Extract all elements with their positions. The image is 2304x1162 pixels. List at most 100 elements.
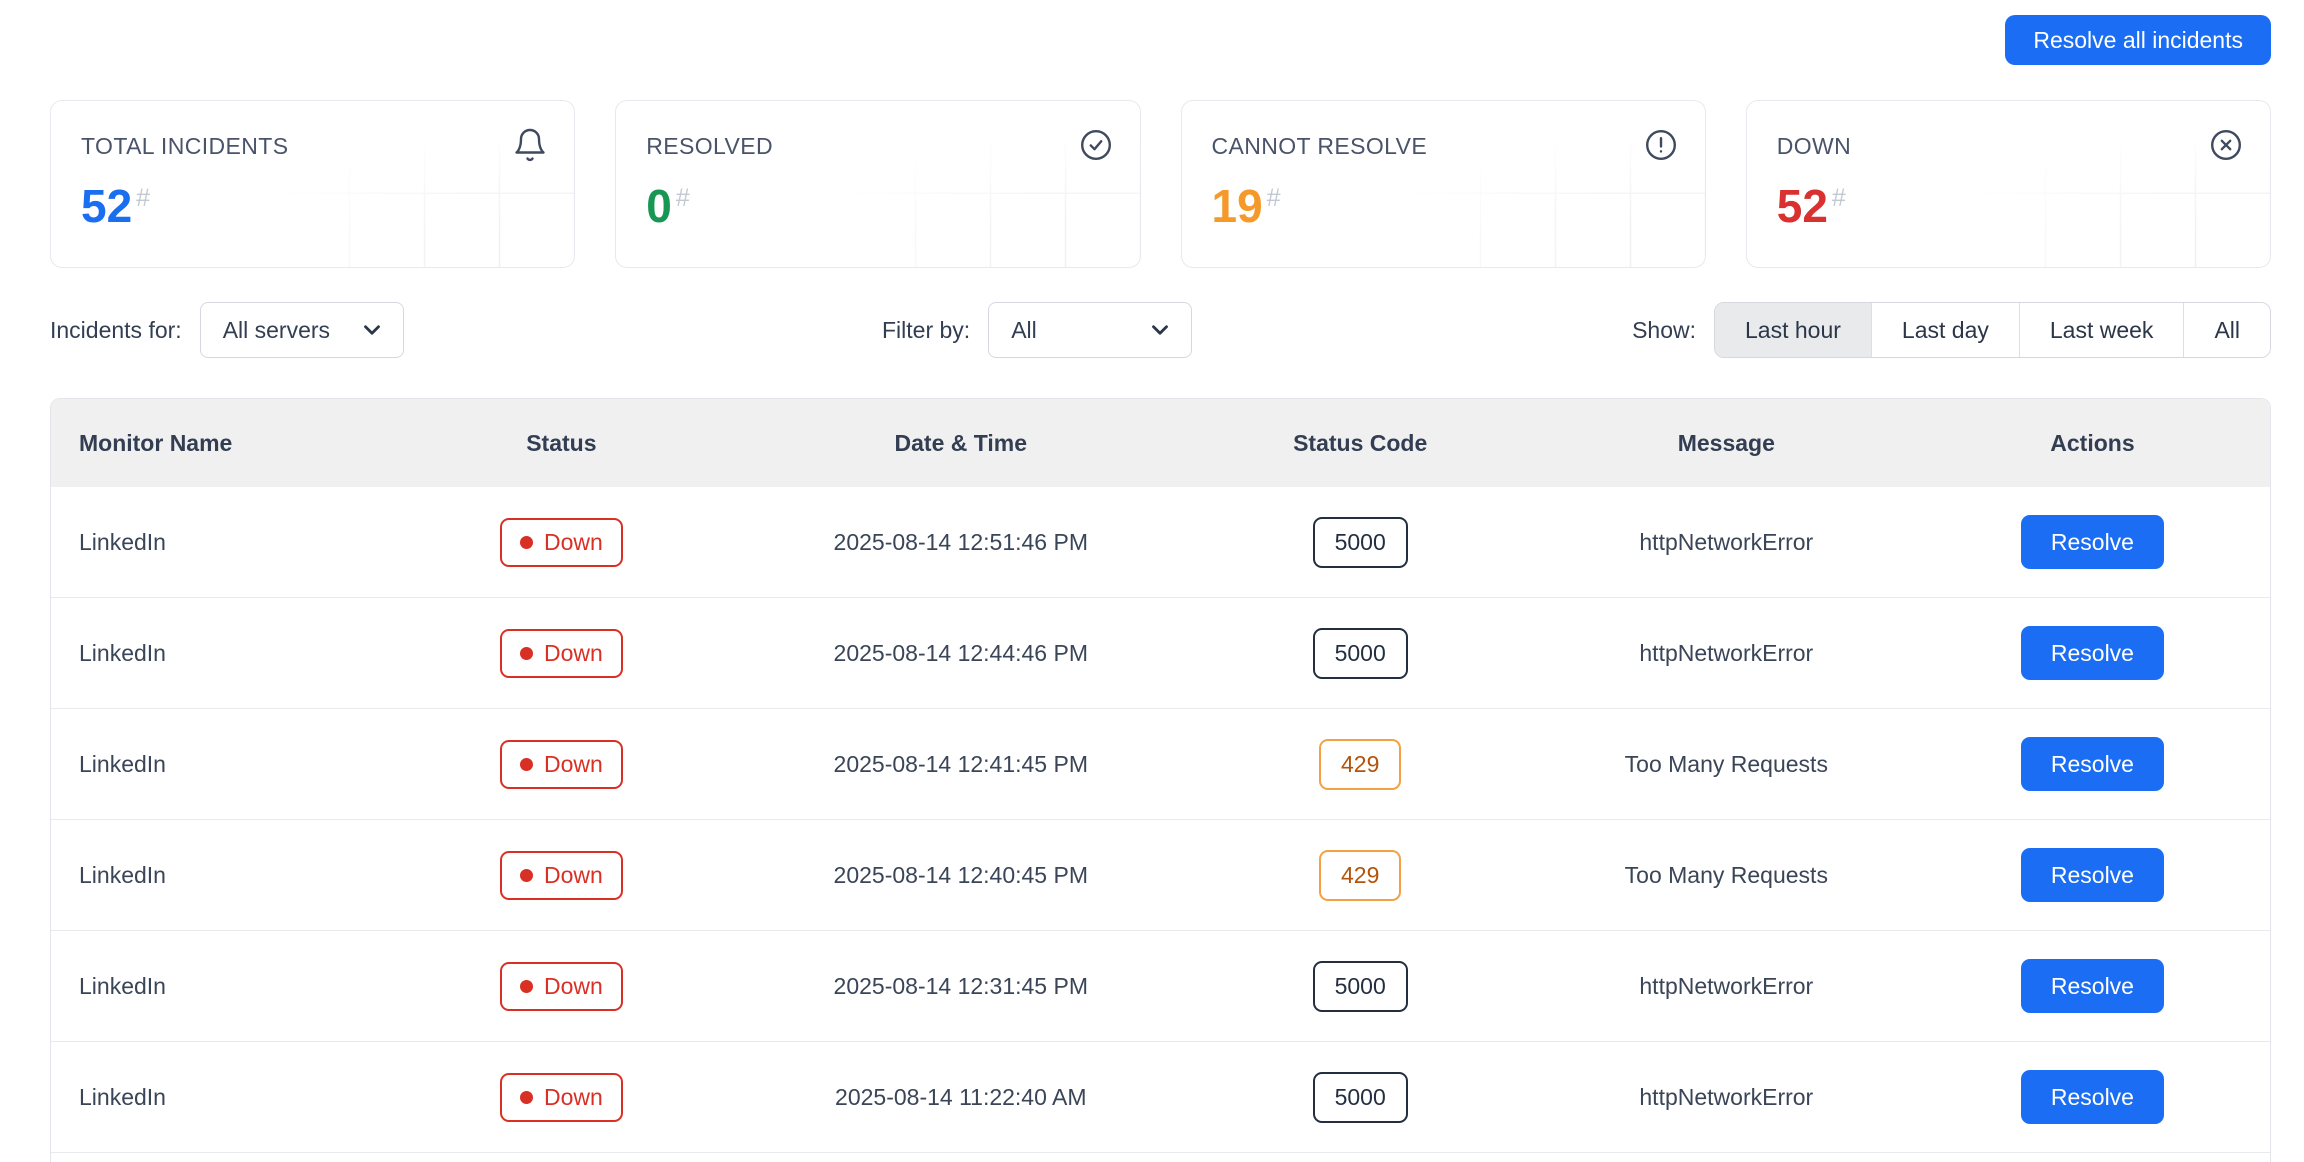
table-header: Monitor Name Status Date & Time Status C… [51,399,2270,487]
card-grid-decoration [286,142,575,267]
stat-card-down: DOWN 52 # [1745,100,2271,268]
status-dot-icon [519,868,533,882]
status-dot-icon [519,535,533,549]
card-grid-decoration [851,142,1140,267]
status-down-badge: Down [499,628,623,678]
x-circle-icon [2208,127,2244,163]
stat-card-label: RESOLVED [646,133,774,159]
status-code-cell: 5000 [1183,627,1538,679]
resolve-button[interactable]: Resolve [2020,737,2164,791]
check-circle-icon [1078,127,1114,163]
status-code-cell: 429 [1183,849,1538,901]
stat-card-resolved: RESOLVED 0 # [615,100,1141,268]
stat-cards: TOTAL INCIDENTS 52 # RESOLVED 0 # CANNOT R… [50,100,2271,268]
show-option-last-day[interactable]: Last day [1870,303,2019,357]
datetime-cell: 2025-08-14 12:51:46 PM [833,528,1088,555]
status-cell: Down [384,517,739,567]
filter-by-group: Filter by: All [882,302,1193,358]
actions-cell: Resolve [1915,626,2270,680]
bell-icon [512,127,548,163]
status-code-badge: 429 [1319,849,1402,901]
datetime-cell: 2025-08-14 12:44:46 PM [833,639,1088,666]
stat-card-total-incidents: TOTAL INCIDENTS 52 # [50,100,576,268]
server-select[interactable]: All servers [199,302,404,358]
status-cell: Down [384,1072,739,1122]
message-cell: httpNetworkError [1639,1083,1814,1110]
monitor-name-cell: LinkedIn [79,528,166,555]
resolve-button[interactable]: Resolve [2020,626,2164,680]
resolve-button[interactable]: Resolve [2020,959,2164,1013]
filter-by-select[interactable]: All [988,302,1193,358]
incidents-for-label: Incidents for: [50,316,182,343]
column-header-date-time: Date & Time [894,429,1028,456]
stat-card-label: DOWN [1776,133,1852,159]
status-code-badge: 429 [1319,738,1402,790]
stat-card-label: CANNOT RESOLVE [1211,133,1428,159]
card-grid-decoration [1982,142,2270,267]
datetime-cell: 2025-08-14 12:31:45 PM [833,972,1088,999]
status-code-cell: 5000 [1183,516,1538,568]
monitor-name-cell: LinkedIn [79,639,166,666]
status-badge-label: Down [543,1083,603,1110]
status-dot-icon [519,757,533,771]
table-row: LinkedIn Down 2025-08-14 12:51:46 PM 500… [51,487,2270,598]
status-down-badge: Down [499,739,623,789]
show-label: Show: [1632,316,1697,343]
monitor-name-cell: LinkedIn [79,750,166,777]
resolve-button[interactable]: Resolve [2020,515,2164,569]
actions-cell: Resolve [1915,515,2270,569]
status-badge-label: Down [543,750,603,777]
show-option-last-week[interactable]: Last week [2018,303,2184,357]
card-grid-decoration [1416,142,1705,267]
column-header-message: Message [1677,429,1775,456]
stat-unit: # [136,184,151,212]
actions-cell: Resolve [1915,959,2270,1013]
chevron-down-icon [1147,317,1173,343]
table-row: LinkedIn Down 2025-08-14 12:31:45 PM 500… [51,931,2270,1042]
table-row-partial [51,1153,2270,1162]
status-code-cell: 429 [1183,738,1538,790]
incidents-for-group: Incidents for: All servers [50,302,404,358]
stat-card-value: 52 # [1776,180,1846,232]
chevron-down-icon [359,317,385,343]
status-code-badge: 5000 [1312,1071,1408,1123]
status-down-badge: Down [499,961,623,1011]
topbar: Resolve all incidents [2005,15,2271,65]
resolve-button[interactable]: Resolve [2020,848,2164,902]
stat-card-value: 19 # [1211,180,1281,232]
filter-by-label: Filter by: [882,316,971,343]
show-group: Show: Last hour Last day Last week All [1632,302,2271,358]
resolve-button[interactable]: Resolve [2020,1070,2164,1124]
status-code-badge: 5000 [1312,627,1408,679]
monitor-name-cell: LinkedIn [79,972,166,999]
stat-unit: # [675,184,690,212]
datetime-cell: 2025-08-14 12:40:45 PM [833,861,1088,888]
message-cell: httpNetworkError [1639,972,1814,999]
status-badge-label: Down [543,528,603,555]
resolve-all-incidents-button[interactable]: Resolve all incidents [2005,15,2271,65]
column-header-actions: Actions [2050,429,2135,456]
table-body: LinkedIn Down 2025-08-14 12:51:46 PM 500… [51,487,2270,1153]
status-badge-label: Down [543,639,603,666]
message-cell: httpNetworkError [1639,639,1814,666]
status-dot-icon [519,979,533,993]
server-select-value: All servers [222,316,331,343]
status-dot-icon [519,646,533,660]
exclamation-circle-icon [1643,127,1679,163]
show-option-all[interactable]: All [2183,303,2270,357]
show-option-last-hour[interactable]: Last hour [1715,303,1871,357]
status-code-badge: 5000 [1312,516,1408,568]
status-down-badge: Down [499,850,623,900]
status-down-badge: Down [499,1072,623,1122]
status-code-badge: 5000 [1312,960,1408,1012]
status-cell: Down [384,628,739,678]
incidents-table: Monitor Name Status Date & Time Status C… [50,398,2271,1162]
datetime-cell: 2025-08-14 11:22:40 AM [835,1083,1087,1110]
column-header-status: Status [526,429,597,456]
status-dot-icon [519,1090,533,1104]
actions-cell: Resolve [1915,1070,2270,1124]
status-code-cell: 5000 [1183,1071,1538,1123]
show-segmented-control: Last hour Last day Last week All [1714,302,2271,358]
column-header-status-code: Status Code [1293,429,1428,456]
